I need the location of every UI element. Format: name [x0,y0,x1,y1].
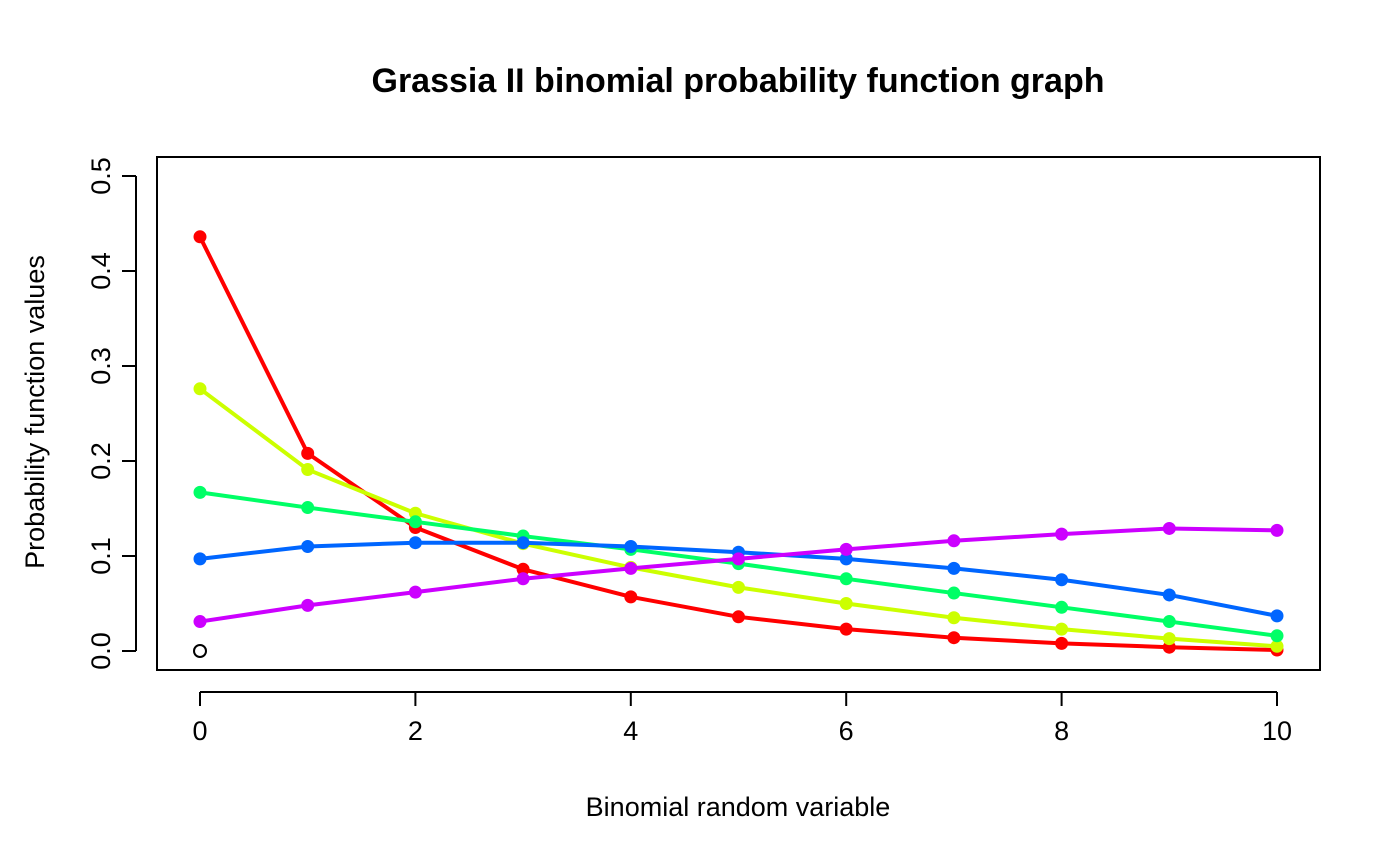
series-1-point [193,230,207,244]
origin-open-point [193,644,207,658]
series-4-point [516,536,530,550]
x-tick-label: 6 [839,716,854,746]
y-axis-label: Probability function values [20,255,50,569]
series-2-point [1055,622,1069,636]
series-4-point [839,552,853,566]
series-5-point [1055,527,1069,541]
series-layer [193,230,1284,658]
series-4 [193,536,1284,623]
x-tick-label: 2 [408,716,423,746]
series-2-point [947,611,961,625]
series-1 [193,230,1284,657]
series-5-point [732,552,745,566]
series-3-point [193,485,207,499]
series-3-point [947,586,961,600]
series-5-point [624,561,638,575]
series-1-point [732,610,745,624]
series-3-point [1162,615,1176,629]
series-5-point [193,615,207,629]
x-tick-label: 10 [1262,716,1292,746]
y-tick-label: 0.0 [86,632,116,670]
series-4-point [1270,609,1284,623]
series-2-point [301,463,315,477]
series-5-point [301,598,315,612]
x-tick-label: 4 [623,716,638,746]
series-5-point [839,542,853,556]
plot-area-border [156,156,1321,671]
series-5-point [947,534,961,548]
series-3-point [1270,629,1284,643]
y-tick-label: 0.2 [86,442,116,480]
series-2-point [839,597,853,610]
series-4-point [1055,573,1069,587]
series-1-point [839,622,853,636]
series-1-point [624,590,638,604]
y-tick-label: 0.3 [86,347,116,385]
series-2-point [1270,639,1284,653]
series-3-point [301,501,315,515]
series-3-point [408,515,422,529]
series-5-point [1270,523,1284,537]
series-5-point [1162,521,1176,535]
y-tick-label: 0.4 [86,252,116,290]
series-3-point [1055,600,1069,614]
series-2-point [193,382,207,396]
series-1-point [1055,636,1069,650]
y-tick-label: 0.5 [86,157,116,195]
series-2-point [1162,632,1176,646]
x-axis-label: Binomial random variable [586,792,891,822]
series-5-point [516,572,530,586]
series-4-point [624,540,638,553]
y-tick-label: 0.1 [86,537,116,575]
series-5 [193,521,1284,629]
series-1-point [947,631,961,645]
series-4-point [947,561,961,575]
series-2-point [732,580,745,594]
series-4-point [193,552,207,566]
series-4-point [1162,588,1176,602]
axes: 0 2 4 6 8 10 0.0 0.1 0.2 0.3 0.4 0.5 [86,157,1292,746]
series-4-point [301,540,315,553]
series-5-point [408,585,422,599]
x-tick-label: 8 [1054,716,1069,746]
series-4-point [408,536,422,550]
series-1-point [301,446,315,460]
series-2-line [198,386,1279,649]
x-tick-label: 0 [192,716,207,746]
series-5-line [198,526,1279,624]
chart-title: Grassia II binomial probability function… [372,62,1105,100]
series-3-point [839,572,853,586]
series-1-point [516,562,530,576]
